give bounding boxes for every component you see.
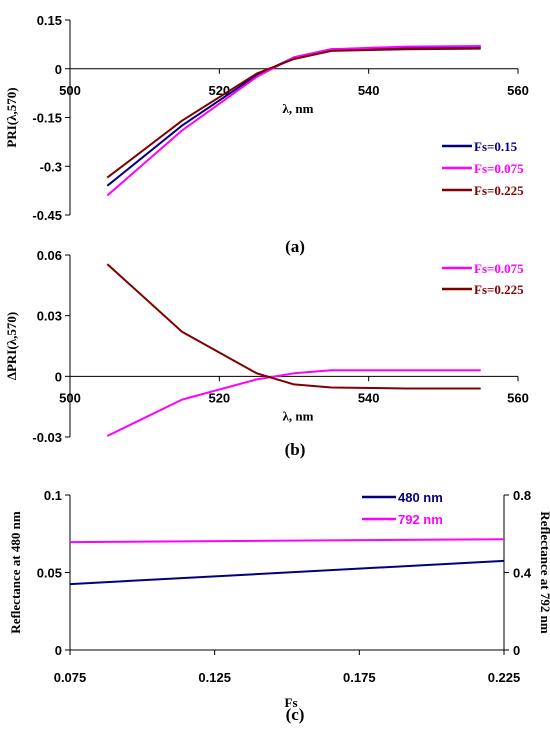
x-axis-label: Fs <box>285 695 298 710</box>
x-tick-label: 0.075 <box>54 670 87 685</box>
legend-label: Fs=0.075 <box>474 161 524 176</box>
series-line-792 nm <box>69 538 505 544</box>
legend-label: Fs=0.225 <box>474 282 524 297</box>
legend-label: Fs=0.075 <box>474 261 524 276</box>
y2-tick-label: 0 <box>513 643 520 658</box>
y-axis-label: ΔPRI(λ,570) <box>4 312 19 380</box>
y2-axis-label: Reflectance at 792 nm <box>538 511 550 634</box>
chart-2: 0.06 0.03 0 -0.03 500 520 540 560 λ, nm ΔPRI(λ,57… <box>4 248 529 459</box>
panel-label: (c) <box>286 705 305 724</box>
x-tick-label: 0.125 <box>198 670 231 685</box>
y-tick-label: -0.03 <box>32 430 62 445</box>
legend-label: 792 nm <box>398 512 443 527</box>
x-tick-label: 0.175 <box>343 670 376 685</box>
panel-label: (b) <box>285 440 306 459</box>
y-tick-label: -0.3 <box>40 159 62 174</box>
x-tick-label: 540 <box>358 83 380 98</box>
y2-tick-label: 0.4 <box>513 566 532 581</box>
y-tick-label: -0.15 <box>32 111 62 126</box>
legend-label: 480 nm <box>398 490 443 505</box>
series-line-480 nm <box>69 559 505 586</box>
y-tick-label: 0.1 <box>44 488 62 503</box>
series-line-Fs=0.225 <box>106 263 481 390</box>
series-line-Fs=0.15 <box>106 46 481 187</box>
x-axis-label: λ, nm <box>283 101 314 116</box>
x-tick-label: 0.225 <box>488 670 521 685</box>
panel-label: (a) <box>285 237 305 256</box>
y2-tick-label: 0.8 <box>513 488 531 503</box>
x-tick-label: 500 <box>59 83 81 98</box>
legend-label: Fs=0.225 <box>474 183 524 198</box>
x-tick-label: 540 <box>358 390 380 405</box>
y-tick-label: 0.03 <box>37 309 62 324</box>
y-tick-label: 0.05 <box>37 566 62 581</box>
x-tick-label: 500 <box>59 390 81 405</box>
x-axis-label: λ, nm <box>283 408 314 423</box>
x-tick-label: 520 <box>208 390 230 405</box>
chart-3: 0.1 0.05 0 0.075 0.125 0.175 0.225 0.8 0.4 0 Fs Ref… <box>8 488 550 724</box>
legend-label: Fs=0.15 <box>474 139 518 154</box>
y-tick-label: 0 <box>55 369 62 384</box>
x-tick-label: 560 <box>507 83 529 98</box>
y-tick-label: 0 <box>55 62 62 77</box>
x-tick-label: 560 <box>507 390 529 405</box>
y-tick-label: 0.06 <box>37 248 62 263</box>
y-axis-label: Reflectance at 480 nm <box>8 511 23 634</box>
series-line-Fs=0.075 <box>106 45 481 197</box>
y-tick-label: -0.45 <box>32 208 62 223</box>
series-line-Fs=0.225 <box>106 47 481 179</box>
y-tick-label: 0.15 <box>37 13 62 28</box>
series-line-Fs=0.075 <box>106 369 481 437</box>
y-tick-label: 0 <box>55 643 62 658</box>
y-axis-label: PRI(λ,570) <box>4 87 19 147</box>
